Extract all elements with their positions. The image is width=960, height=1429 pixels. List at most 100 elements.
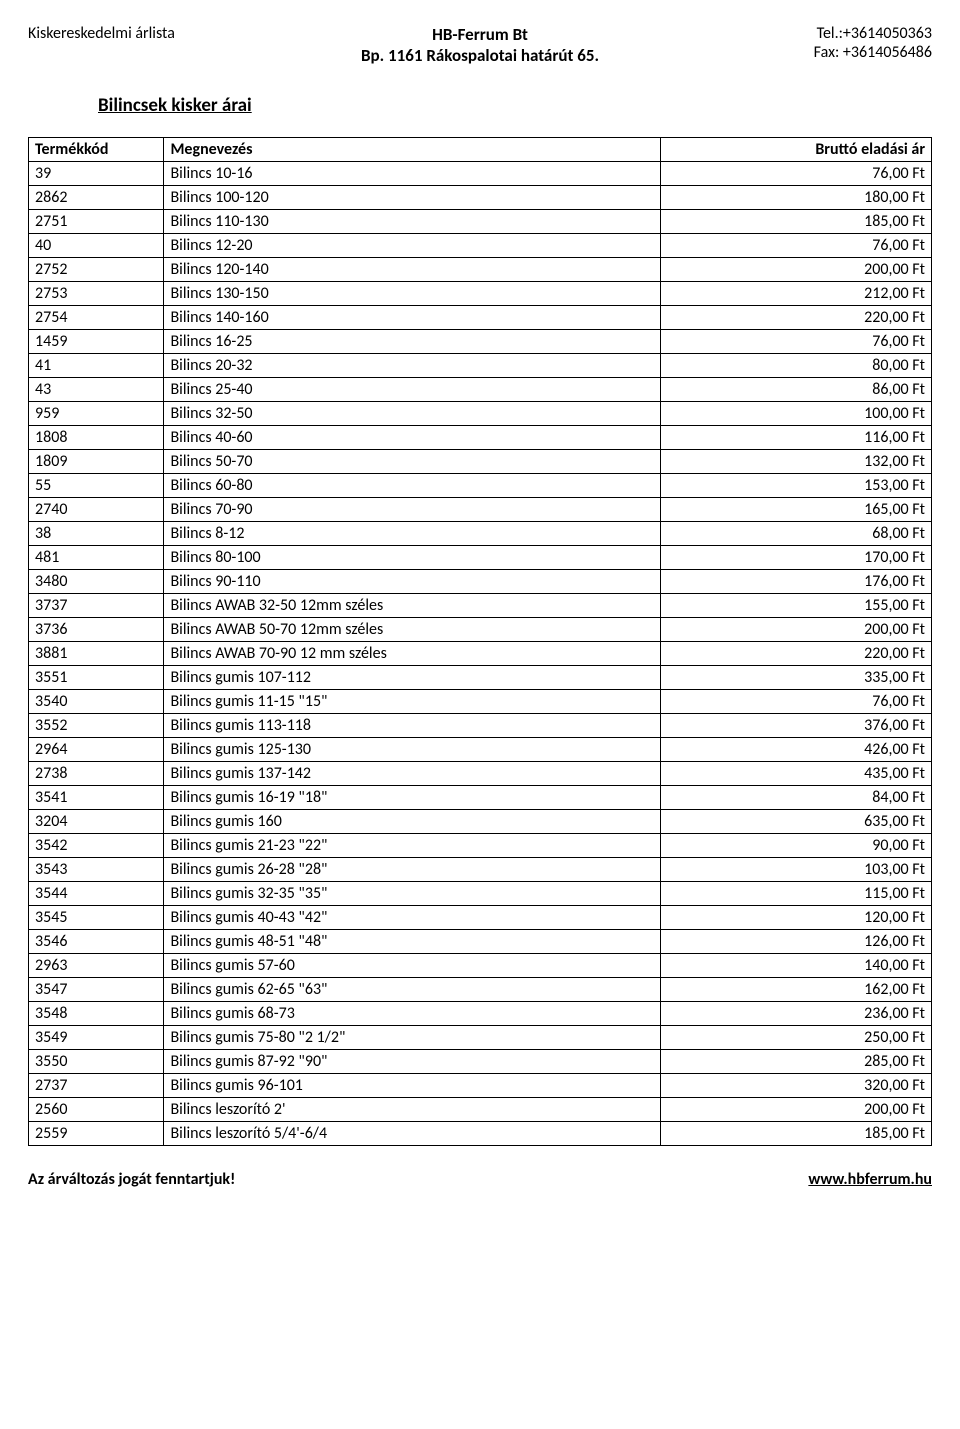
cell-code: 3545 [29, 906, 164, 930]
cell-price: 220,00 Ft [661, 306, 932, 330]
cell-name: Bilincs leszorító 2' [164, 1098, 661, 1122]
cell-price: 76,00 Ft [661, 330, 932, 354]
cell-name: Bilincs 60-80 [164, 474, 661, 498]
cell-name: Bilincs gumis 113-118 [164, 714, 661, 738]
cell-code: 2964 [29, 738, 164, 762]
cell-price: 335,00 Ft [661, 666, 932, 690]
company-name: HB-Ferrum Bt [329, 24, 630, 45]
col-header-name: Megnevezés [164, 138, 661, 162]
cell-code: 3552 [29, 714, 164, 738]
cell-price: 115,00 Ft [661, 882, 932, 906]
cell-code: 2754 [29, 306, 164, 330]
cell-name: Bilincs gumis 62-65 "63" [164, 978, 661, 1002]
cell-name: Bilincs gumis 87-92 "90" [164, 1050, 661, 1074]
cell-name: Bilincs 20-32 [164, 354, 661, 378]
cell-name: Bilincs gumis 26-28 "28" [164, 858, 661, 882]
cell-name: Bilincs 8-12 [164, 522, 661, 546]
cell-name: Bilincs gumis 11-15 "15" [164, 690, 661, 714]
table-row: 3547Bilincs gumis 62-65 "63"162,00 Ft [29, 978, 932, 1002]
cell-name: Bilincs gumis 137-142 [164, 762, 661, 786]
cell-price: 165,00 Ft [661, 498, 932, 522]
cell-name: Bilincs gumis 107-112 [164, 666, 661, 690]
cell-code: 2737 [29, 1074, 164, 1098]
cell-name: Bilincs 32-50 [164, 402, 661, 426]
cell-code: 3881 [29, 642, 164, 666]
cell-price: 435,00 Ft [661, 762, 932, 786]
table-row: 3549Bilincs gumis 75-80 "2 1/2"250,00 Ft [29, 1026, 932, 1050]
cell-price: 84,00 Ft [661, 786, 932, 810]
cell-price: 212,00 Ft [661, 282, 932, 306]
cell-code: 3548 [29, 1002, 164, 1026]
cell-name: Bilincs 25-40 [164, 378, 661, 402]
table-row: 3546Bilincs gumis 48-51 "48"126,00 Ft [29, 930, 932, 954]
cell-name: Bilincs 130-150 [164, 282, 661, 306]
cell-price: 250,00 Ft [661, 1026, 932, 1050]
cell-price: 68,00 Ft [661, 522, 932, 546]
table-row: 1808Bilincs 40-60116,00 Ft [29, 426, 932, 450]
cell-name: Bilincs 110-130 [164, 210, 661, 234]
cell-price: 185,00 Ft [661, 1122, 932, 1146]
cell-name: Bilincs 12-20 [164, 234, 661, 258]
table-row: 3552Bilincs gumis 113-118376,00 Ft [29, 714, 932, 738]
cell-price: 236,00 Ft [661, 1002, 932, 1026]
price-table: Termékkód Megnevezés Bruttó eladási ár 3… [28, 137, 932, 1146]
cell-price: 90,00 Ft [661, 834, 932, 858]
cell-code: 1459 [29, 330, 164, 354]
table-row: 2752Bilincs 120-140200,00 Ft [29, 258, 932, 282]
cell-name: Bilincs 10-16 [164, 162, 661, 186]
cell-code: 3736 [29, 618, 164, 642]
table-row: 3551Bilincs gumis 107-112335,00 Ft [29, 666, 932, 690]
cell-price: 200,00 Ft [661, 618, 932, 642]
cell-code: 1808 [29, 426, 164, 450]
table-header-row: Termékkód Megnevezés Bruttó eladási ár [29, 138, 932, 162]
cell-code: 2753 [29, 282, 164, 306]
tel: Tel.:+3614050363 [631, 24, 932, 43]
page-footer: Az árváltozás jogát fenntartjuk! www.hbf… [28, 1170, 932, 1189]
cell-code: 1809 [29, 450, 164, 474]
cell-name: Bilincs 100-120 [164, 186, 661, 210]
cell-name: Bilincs 120-140 [164, 258, 661, 282]
cell-code: 481 [29, 546, 164, 570]
cell-price: 76,00 Ft [661, 162, 932, 186]
cell-price: 155,00 Ft [661, 594, 932, 618]
footer-left: Az árváltozás jogát fenntartjuk! [28, 1170, 235, 1189]
cell-code: 3540 [29, 690, 164, 714]
cell-price: 426,00 Ft [661, 738, 932, 762]
cell-code: 2738 [29, 762, 164, 786]
cell-price: 126,00 Ft [661, 930, 932, 954]
table-row: 3736Bilincs AWAB 50-70 12mm széles200,00… [29, 618, 932, 642]
cell-price: 120,00 Ft [661, 906, 932, 930]
cell-code: 39 [29, 162, 164, 186]
table-row: 3480Bilincs 90-110176,00 Ft [29, 570, 932, 594]
table-row: 38Bilincs 8-1268,00 Ft [29, 522, 932, 546]
cell-code: 2862 [29, 186, 164, 210]
cell-price: 162,00 Ft [661, 978, 932, 1002]
cell-name: Bilincs gumis 96-101 [164, 1074, 661, 1098]
table-row: 41Bilincs 20-3280,00 Ft [29, 354, 932, 378]
cell-price: 153,00 Ft [661, 474, 932, 498]
table-row: 3204Bilincs gumis 160635,00 Ft [29, 810, 932, 834]
cell-code: 3550 [29, 1050, 164, 1074]
cell-price: 100,00 Ft [661, 402, 932, 426]
cell-name: Bilincs leszorító 5/4'-6/4 [164, 1122, 661, 1146]
cell-price: 180,00 Ft [661, 186, 932, 210]
cell-price: 103,00 Ft [661, 858, 932, 882]
table-row: 2964Bilincs gumis 125-130426,00 Ft [29, 738, 932, 762]
col-header-code: Termékkód [29, 138, 164, 162]
table-row: 3881Bilincs AWAB 70-90 12 mm széles220,0… [29, 642, 932, 666]
cell-code: 2963 [29, 954, 164, 978]
cell-price: 116,00 Ft [661, 426, 932, 450]
cell-name: Bilincs gumis 40-43 "42" [164, 906, 661, 930]
cell-price: 170,00 Ft [661, 546, 932, 570]
footer-right-link[interactable]: www.hbferrum.hu [808, 1170, 932, 1189]
cell-code: 3551 [29, 666, 164, 690]
page-header: Kiskereskedelmi árlista HB-Ferrum Bt Bp.… [28, 24, 932, 66]
fax: Fax: +3614056486 [631, 43, 932, 62]
cell-name: Bilincs 140-160 [164, 306, 661, 330]
cell-name: Bilincs AWAB 50-70 12mm széles [164, 618, 661, 642]
cell-name: Bilincs 40-60 [164, 426, 661, 450]
cell-name: Bilincs AWAB 70-90 12 mm széles [164, 642, 661, 666]
cell-name: Bilincs gumis 16-19 "18" [164, 786, 661, 810]
table-row: 481Bilincs 80-100170,00 Ft [29, 546, 932, 570]
table-row: 39Bilincs 10-1676,00 Ft [29, 162, 932, 186]
